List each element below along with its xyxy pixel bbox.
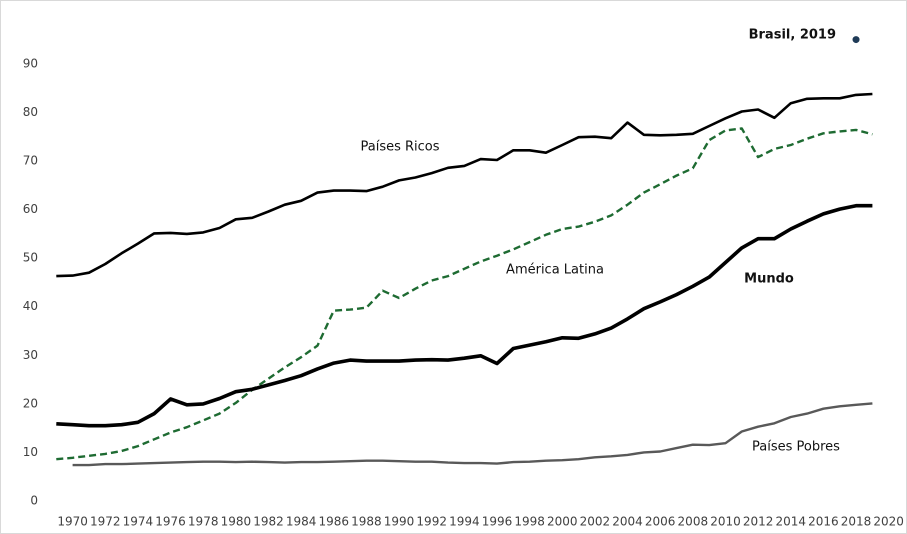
y-tick-label: 70 xyxy=(23,154,38,168)
x-tick-label: 1980 xyxy=(221,515,252,529)
y-tick-label: 20 xyxy=(23,396,38,410)
series-label: América Latina xyxy=(506,263,604,278)
x-tick-label: 1988 xyxy=(351,515,382,529)
x-tick-label: 1994 xyxy=(449,515,480,529)
series-label: Países Pobres xyxy=(752,440,840,455)
y-tick-label: 10 xyxy=(23,445,38,459)
series-label: Mundo xyxy=(744,272,794,287)
x-tick-label: 1976 xyxy=(155,515,186,529)
x-tick-label: 1972 xyxy=(90,515,121,529)
x-tick-label: 2016 xyxy=(808,515,839,529)
x-tick-label: 1990 xyxy=(384,515,415,529)
x-tick-label: 1998 xyxy=(514,515,545,529)
x-tick-label: 1974 xyxy=(123,515,154,529)
y-tick-label: 90 xyxy=(23,56,38,70)
point-label: Brasil, 2019 xyxy=(749,28,836,43)
series-label: Países Ricos xyxy=(360,140,439,155)
series-line xyxy=(72,402,873,467)
y-tick-label: 50 xyxy=(23,251,38,265)
x-tick-label: 1992 xyxy=(416,515,447,529)
y-tick-label: 30 xyxy=(23,348,38,362)
y-tick-label: 60 xyxy=(23,202,38,216)
x-tick-label: 2014 xyxy=(775,515,806,529)
x-tick-label: 2010 xyxy=(710,515,741,529)
x-tick-label: 2008 xyxy=(678,515,709,529)
point xyxy=(852,36,860,44)
series-line xyxy=(56,92,873,278)
x-tick-label: 2012 xyxy=(743,515,774,529)
y-tick-label: 40 xyxy=(23,299,38,313)
x-tick-label: 2002 xyxy=(580,515,611,529)
x-tick-label: 1970 xyxy=(57,515,88,529)
x-tick-label: 2000 xyxy=(547,515,578,529)
series-line xyxy=(56,127,873,461)
x-tick-label: 1986 xyxy=(319,515,350,529)
x-tick-label: 1996 xyxy=(482,515,513,529)
x-tick-label: 2004 xyxy=(612,515,643,529)
x-tick-label: 1982 xyxy=(253,515,284,529)
x-tick-label: 1978 xyxy=(188,515,219,529)
x-tick-label: 2018 xyxy=(841,515,872,529)
x-tick-label: 2006 xyxy=(645,515,676,529)
y-tick-label: 0 xyxy=(30,494,38,508)
series-line xyxy=(56,203,873,428)
y-tick-label: 80 xyxy=(23,105,38,119)
x-tick-label: 1984 xyxy=(286,515,317,529)
x-tick-label: 2020 xyxy=(873,515,904,529)
